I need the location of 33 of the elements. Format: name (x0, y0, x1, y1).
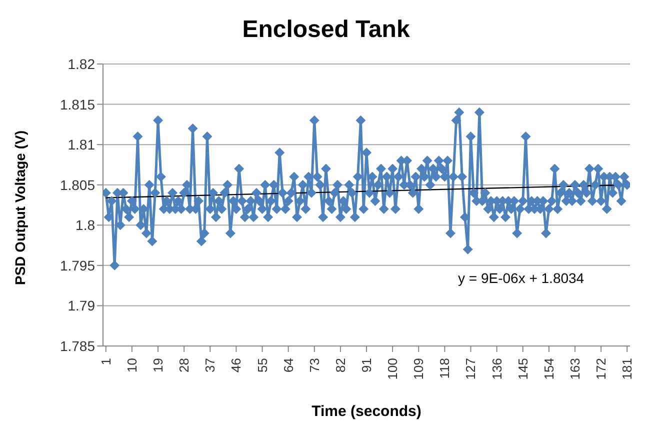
x-tick-label: 55 (254, 358, 270, 372)
x-tick-label: 73 (306, 358, 322, 372)
x-tick-label: 10 (124, 358, 140, 372)
y-tick-label: 1.815 (60, 96, 96, 112)
x-tick-label: 100 (385, 358, 400, 380)
y-tick-label: 1.8 (76, 217, 96, 234)
y-tick-label: 1.82 (68, 56, 96, 72)
x-tick-label: 1 (98, 358, 114, 366)
x-tick-label: 109 (411, 358, 426, 380)
x-tick-label: 163 (567, 358, 582, 380)
x-tick-label: 64 (280, 358, 296, 372)
chart-title: Enclosed Tank (241, 16, 411, 44)
x-tick-label: 91 (359, 358, 374, 372)
x-tick-label: 127 (463, 358, 478, 380)
y-tick-label: 1.805 (60, 176, 96, 193)
x-tick-label: 145 (515, 358, 530, 380)
y-axis-title: PSD Output Voltage (V) (12, 130, 28, 285)
x-tick-label: 181 (620, 358, 635, 380)
x-tick-label: 37 (202, 358, 218, 372)
x-tick-label: 28 (176, 358, 192, 372)
x-tick-label: 19 (150, 358, 166, 372)
y-tick-label: 1.81 (68, 136, 96, 153)
x-tick-label: 82 (332, 358, 348, 372)
x-axis-title: Time (seconds) (312, 403, 422, 420)
x-tick-label: 172 (594, 358, 609, 380)
y-tick-label: 1.795 (60, 257, 96, 274)
annotation: y = 9E-06x + 1.8034 (458, 270, 584, 286)
x-tick-label: 136 (489, 358, 504, 380)
x-tick-label: 118 (437, 358, 452, 379)
x-tick-label: 154 (541, 358, 556, 380)
x-tick-label: 46 (228, 358, 244, 372)
y-tick-label: 1.785 (60, 338, 96, 354)
y-tick-label: 1.79 (68, 298, 96, 314)
